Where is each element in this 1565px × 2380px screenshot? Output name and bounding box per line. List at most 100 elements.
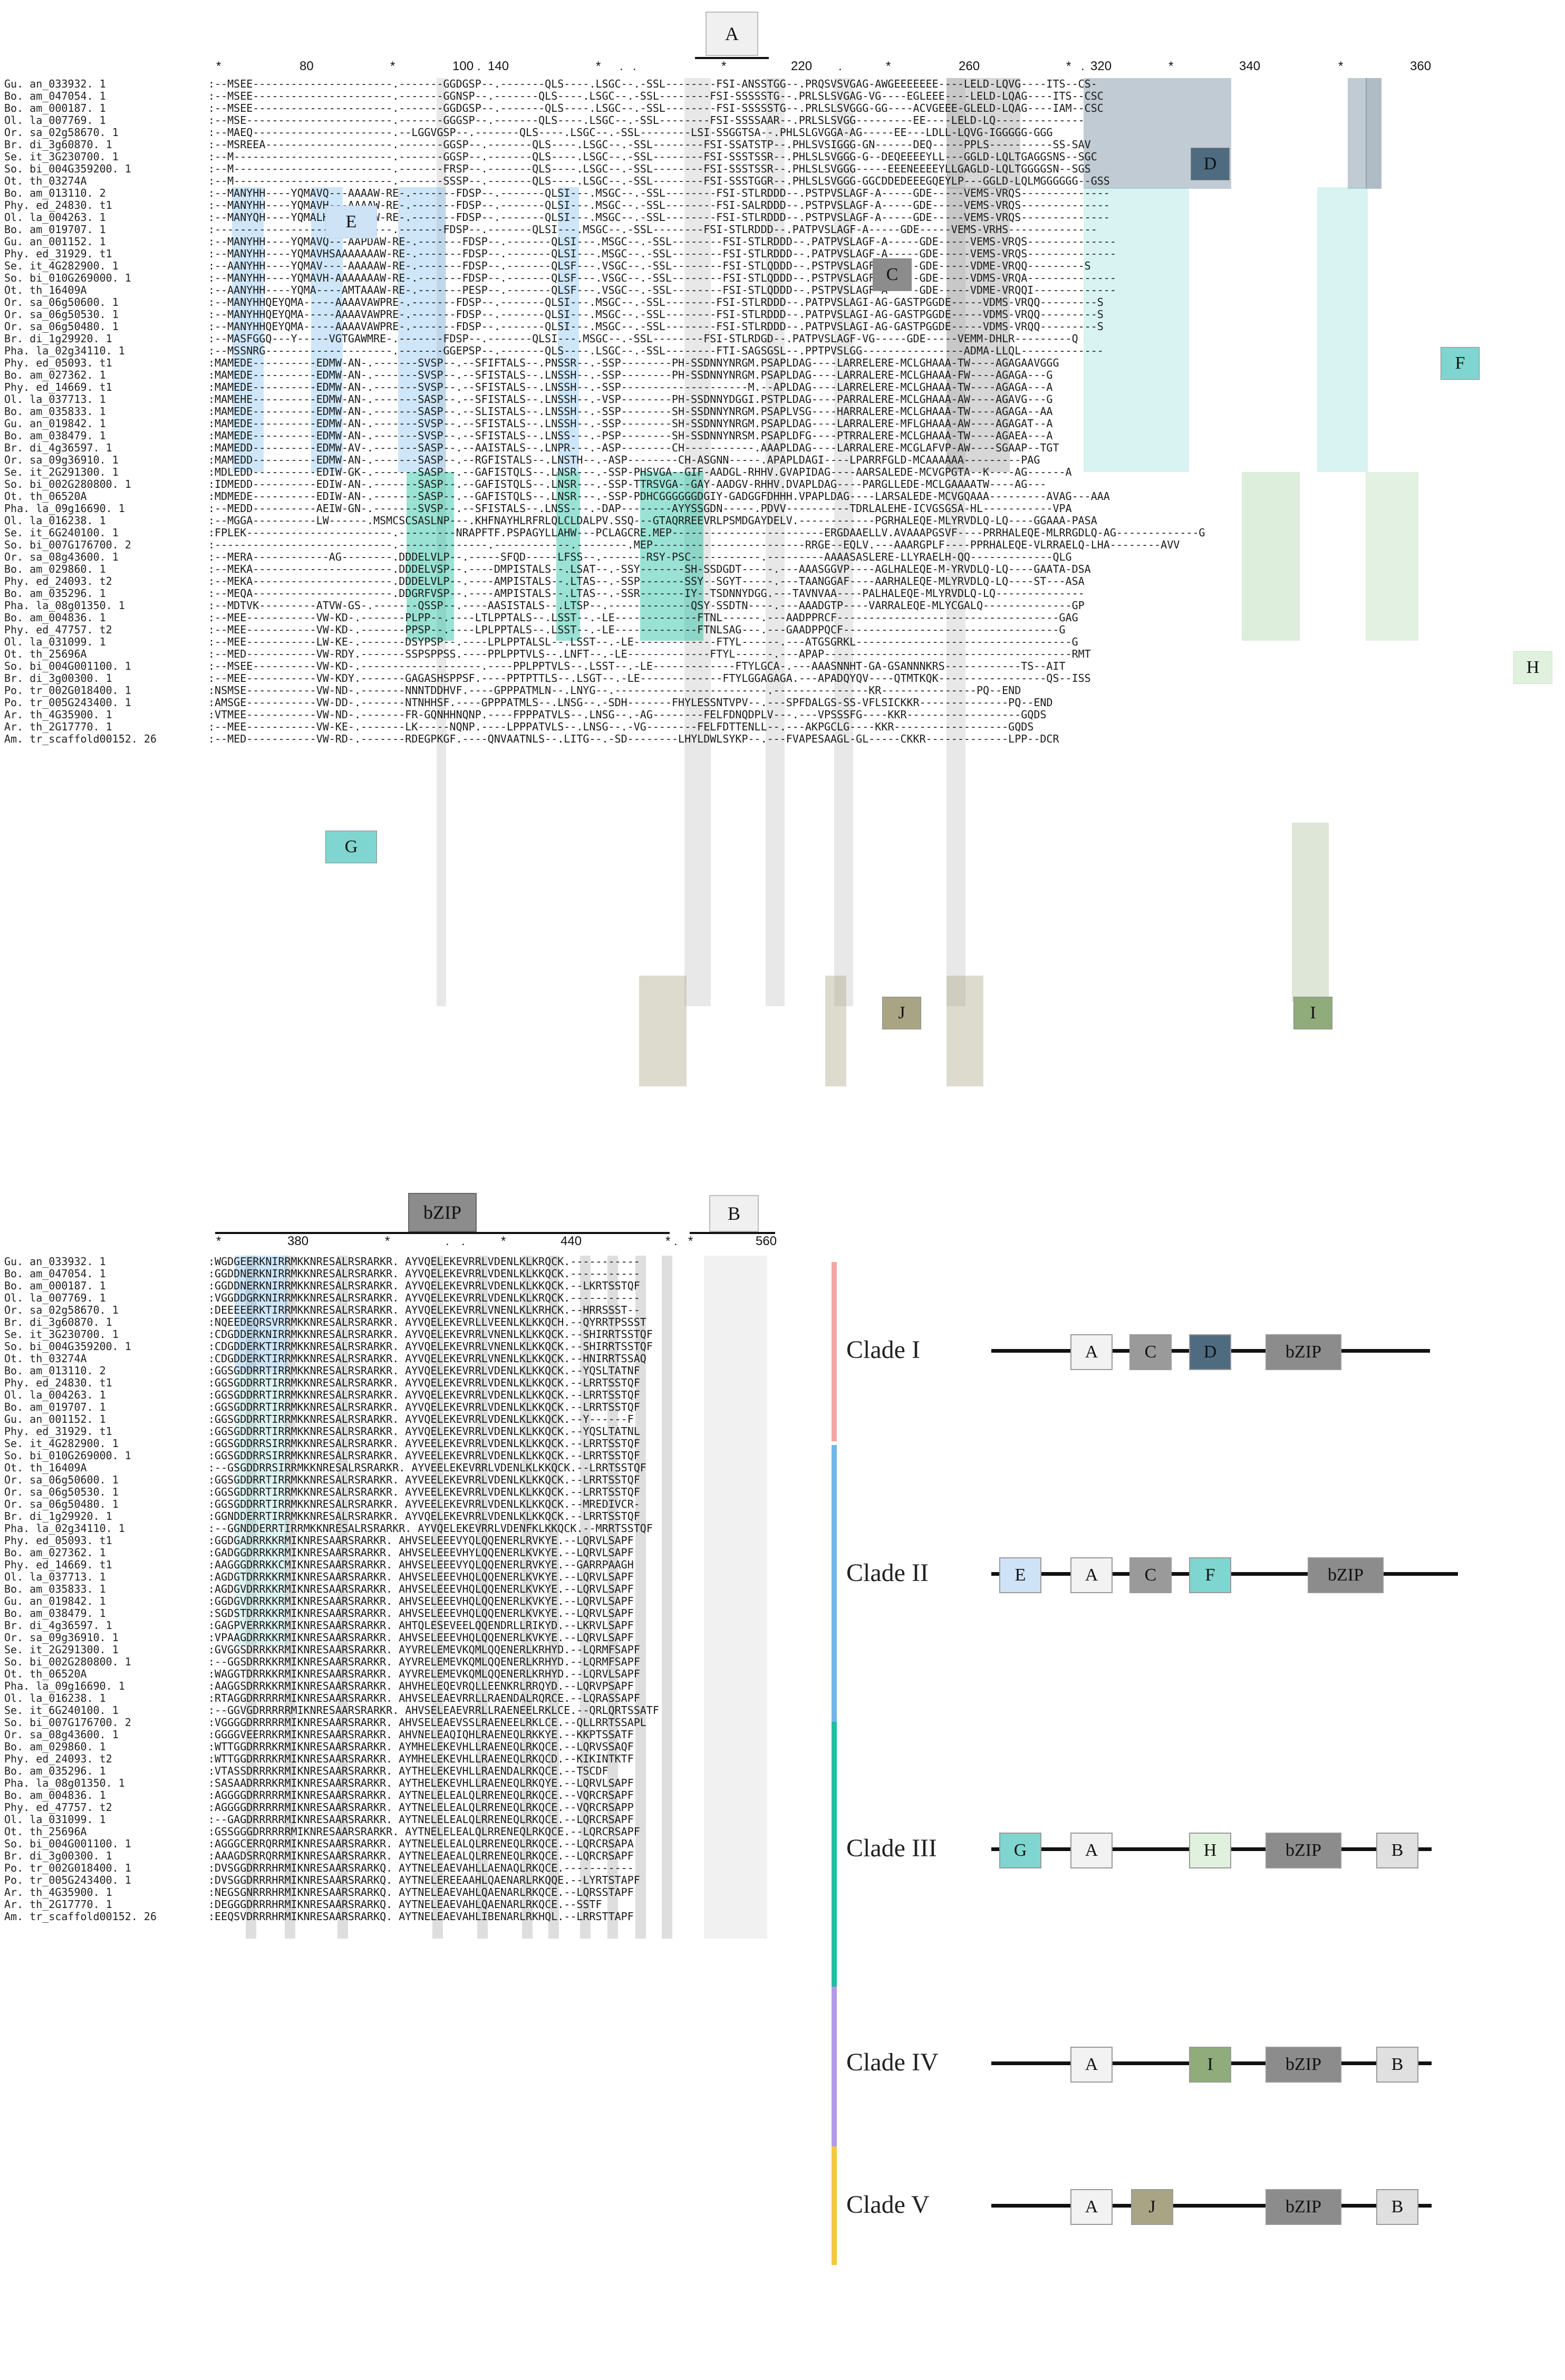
ruler-tick: * <box>390 59 395 73</box>
ruler-tick: 260 <box>959 59 980 73</box>
sequence-name: Phy. ed_14669. t1 <box>4 1559 112 1571</box>
sequence-name: So. bi_004G001100. 1 <box>4 1838 131 1850</box>
domain-g-label: G <box>325 831 377 863</box>
top-sequence-names: Gu. an_033932. 1 Bo. am_047054. 1 Bo. am_0… <box>4 78 215 745</box>
sequence-row: :WAGGTDRRKKRMIKNRESAARSRARKR. AYVRELEMEV… <box>208 1668 640 1680</box>
highlight-band <box>235 1256 287 1372</box>
sequence-row: :CDGDDERKTIRRMKKNRESALRSRARKR. AYVQELEKE… <box>208 1353 646 1365</box>
sequence-name: Ol. la_007769. 1 <box>4 114 106 127</box>
domain-box-e: E <box>999 1557 1041 1593</box>
sequence-row: :DEGGGDRRRHRMIKNRESAARSRARKQ. AYTNELEAEV… <box>208 1899 602 1911</box>
highlight-band <box>825 976 846 1086</box>
sequence-name: Phy. ed_24830. t1 <box>4 1377 112 1389</box>
ruler-tick: * <box>886 59 891 73</box>
clade-label: Clade II <box>846 1559 929 1587</box>
domain-box-i: I <box>1189 2047 1231 2083</box>
sequence-name: Phy. ed_31929. t1 <box>4 1425 112 1438</box>
sequence-row: :MAMEDE----------EDMW-AN-.-------SVSP--.… <box>208 369 1053 381</box>
highlight-band <box>432 1256 443 1939</box>
sequence-name: Po. tr_005G243400. 1 <box>4 1874 131 1886</box>
sequence-row: :EEQSVDRRRHRMIKNRESAARSRARKQ. AYTNELEAEV… <box>208 1911 634 1923</box>
sequence-row: :--GGSDRRKKRMIKNRESAARSRARKR. AYVRELEMEV… <box>208 1656 640 1668</box>
bottom-ruler: * 380 *.. * 440 *. * 560 <box>0 1234 844 1250</box>
sequence-name: Bo. am_035833. 1 <box>4 406 106 418</box>
sequence-name: Po. tr_002G018400. 1 <box>4 1862 131 1874</box>
sequence-name: Gu. an_001152. 1 <box>4 236 106 248</box>
sequence-name: Bo. am_027362. 1 <box>4 1547 106 1559</box>
sequence-row: :--MANYHH----YQMAVQ---AAPDAW-RE-.-------… <box>208 236 1116 248</box>
ruler-tick: . <box>446 1234 449 1248</box>
highlight-band <box>946 187 1010 472</box>
domain-box-f: F <box>1189 1557 1231 1593</box>
ruler-tick: * <box>688 1234 693 1248</box>
sequence-row: :--M-------------------------.-------SSS… <box>208 175 1110 187</box>
highlight-band <box>558 187 579 472</box>
sequence-row: :DEEEEERKTIRRMKKNRESALRSRARKR. AYVQELEKE… <box>208 1304 640 1316</box>
sequence-row: :WTTGGDRRRKRMIKNRESAARSRARKR. AYMHELEKEV… <box>208 1741 634 1753</box>
sequence-name: Bo. am_004836. 1 <box>4 612 106 624</box>
highlight-band <box>635 1256 646 1939</box>
sequence-row: :AAGGSDRRKKRMIKNRESAARSRARKR. AHVHELEQEV… <box>208 1680 634 1692</box>
domain-box-g: G <box>999 1833 1041 1868</box>
sequence-name: Br. di_4g36597. 1 <box>4 442 112 454</box>
sequence-row: :CDGDDERKTIRRMKKNRESALRSRARKR. AYVQELEKE… <box>208 1341 653 1353</box>
clade-color-bar <box>832 1445 837 1722</box>
clade-color-bar <box>832 1722 837 1987</box>
ruler-tick: . <box>461 1234 465 1248</box>
domain-b-header: B <box>709 1195 759 1232</box>
sequence-name: Se. it_6G240100. 1 <box>4 527 119 539</box>
sequence-name: Or. sa_09g36910. 1 <box>4 1632 119 1644</box>
sequence-name: Or. sa_02g58670. 1 <box>4 1304 119 1316</box>
highlight-band <box>1366 472 1418 641</box>
sequence-name: Bo. am_029860. 1 <box>4 1741 106 1753</box>
sequence-row: :SASAADRRRKRMIKNRESAARSRARKR. AYTHELEKEV… <box>208 1777 634 1789</box>
ruler-tick: * <box>721 59 727 73</box>
highlight-band <box>1084 187 1189 472</box>
bzip-header: bZIP <box>408 1193 477 1232</box>
sequence-row: :--MANYHH----YQMAVH---AAAAW-RE-.-------F… <box>208 199 1110 211</box>
highlight-band <box>437 78 446 1006</box>
sequence-name: Ol. la_031099. 1 <box>4 636 106 648</box>
sequence-row: :MAMEDE----------EDMW-AN-.-------SVSP--.… <box>208 357 1059 369</box>
sequence-row: :--MEE-----------LW-KE-.-------DSYPSP--.… <box>208 636 1078 648</box>
sequence-row: :MAMEDE----------EDMW-AN-.-------SVSP--.… <box>208 381 1053 393</box>
sequence-name: Se. it_2G291300. 1 <box>4 1644 119 1656</box>
domain-b-underline <box>690 1232 775 1234</box>
sequence-name: So. bi_004G001100. 1 <box>4 660 131 672</box>
bottom-sequence-rows: :WGDGEERKNIRRMKKNRESALRSRARKR. AYVQELEKE… <box>208 1256 830 1923</box>
sequence-row: :AGDGVDRRKKRMIKNRESAARSRARKR. AHVSELEEEV… <box>208 1583 634 1595</box>
sequence-row: :VTMEE-----------VW-ND-.-------FR-GQNHHN… <box>208 709 1047 721</box>
sequence-row: :--MEKA----------------------.DDDELVSP--… <box>208 563 1091 575</box>
sequence-name: Ol. la_004263. 1 <box>4 1389 106 1401</box>
sequence-row: :AAGGGDRRKKCMIKNRESAARSRARKR. AHVSELEEEV… <box>208 1559 634 1571</box>
sequence-name: Se. it_4G282900. 1 <box>4 260 119 272</box>
sequence-row: :GVGGSDRRKKRMIKNRESAARSRARKR. AYVRELEMEV… <box>208 1644 640 1656</box>
sequence-row: :--MSREEA--------------------.-------GGS… <box>208 139 1091 151</box>
domain-box-a: A <box>1070 1557 1113 1593</box>
sequence-name: Pha. la_09g16690. 1 <box>4 503 125 515</box>
sequence-name: Or. sa_06g50600. 1 <box>4 296 119 309</box>
sequence-name: So. bi_007G176700. 2 <box>4 1717 131 1729</box>
ruler-tick: * <box>501 1234 506 1248</box>
sequence-row: :--MED-----------VW-RD-.-------RDEGPKGF.… <box>208 733 1059 745</box>
clade-color-bar <box>832 1262 837 1441</box>
sequence-row: :AGGGGDRRRRRMIKNRESAARSRARKR. AYTNELELEA… <box>208 1789 634 1801</box>
ruler-tick: . <box>477 59 481 73</box>
sequence-row: :--MEKA----------------------.DDDELVLP--… <box>208 575 1085 587</box>
sequence-name: Ar. th_2G17770. 1 <box>4 721 112 733</box>
sequence-row: :MAMEHE----------EDMW-AN-.-------SASP--.… <box>208 393 1053 406</box>
sequence-name: Br. di_3g60870. 1 <box>4 1316 112 1328</box>
highlight-band <box>398 187 446 472</box>
sequence-row: :MAMEDE----------EDMW-AN-.-------SVSP--.… <box>208 418 1053 430</box>
sequence-row: :--MEE-----------VW-KDY.-------GAGASHSPP… <box>208 672 1091 685</box>
sequence-row: :GGDDNERKNIRRMKKNRESALRSRARKR. AYVQELEKE… <box>208 1268 640 1280</box>
sequence-row: :--MEE-----------VW-KD-.-------PPSP--.--… <box>208 624 1066 636</box>
domain-a-underline <box>695 57 769 59</box>
sequence-row: :--GSGDDRRSIRRMKKNRESALRSRARKR. AYVEELEK… <box>208 1462 646 1474</box>
sequence-name: Ol. la_037713. 1 <box>4 393 106 406</box>
domain-d-label: D <box>1191 148 1230 180</box>
highlight-band <box>639 976 687 1086</box>
sequence-name: So. bi_002G280800. 1 <box>4 1656 131 1668</box>
sequence-row: :--MAEQ----------------------.--LGGVGSP-… <box>208 127 1053 139</box>
ruler-tick: 560 <box>756 1234 777 1248</box>
